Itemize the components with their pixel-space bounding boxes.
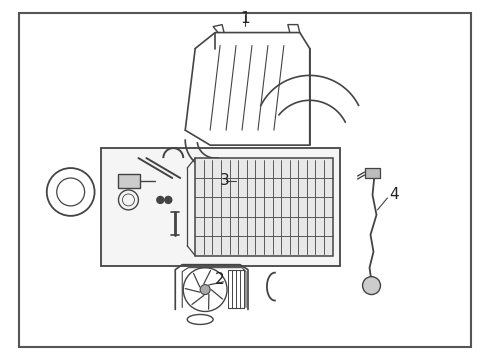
Bar: [100, 148, 340, 266]
Circle shape: [165, 197, 172, 203]
Circle shape: [200, 285, 210, 294]
Bar: [119, 174, 141, 188]
Text: 2: 2: [215, 272, 225, 287]
Bar: [365, 168, 380, 178]
Text: 1: 1: [240, 11, 250, 26]
Text: 3: 3: [220, 174, 230, 189]
Circle shape: [157, 197, 164, 203]
Bar: [195, 158, 333, 256]
Circle shape: [363, 276, 380, 294]
Text: 4: 4: [390, 188, 399, 202]
